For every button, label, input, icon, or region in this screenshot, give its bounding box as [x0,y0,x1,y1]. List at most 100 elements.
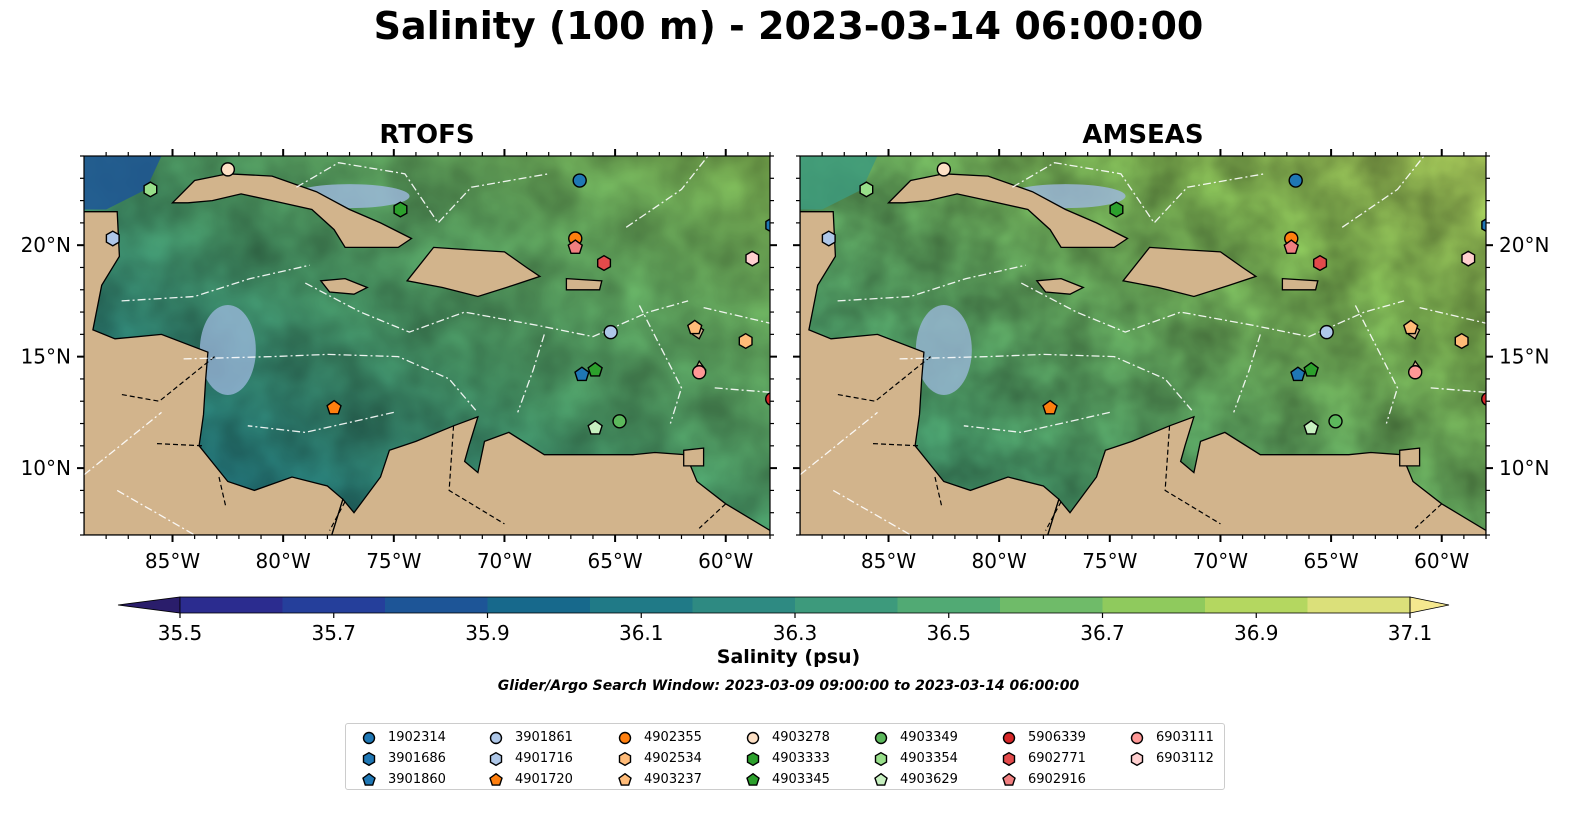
map-panel-rtofs: 85°W 80°W 75°W 70°W 65°W 60°W 20°N 15°N 10°N [21,149,777,573]
legend-item: 3901686 [358,748,446,769]
legend-marker [746,751,760,766]
float-marker-4903354 [143,181,158,198]
float-marker-6902916 [1283,239,1300,255]
land-mass [565,277,603,291]
land-mass [1399,447,1421,467]
x-tick-label: 75°W [1082,549,1137,573]
x-tick-label: 85°W [145,549,200,573]
hexagon-marker-icon [618,751,632,766]
legend-item: 4903237 [614,769,702,790]
legend-label: 4901720 [515,772,573,787]
legend-column: 4902355 4902534 4903237 [614,727,702,790]
circle-marker-icon [618,731,632,744]
float-marker-4901720 [1042,399,1058,415]
hexagon-marker-icon [489,751,503,766]
eez-boundary [837,264,1026,302]
colorbar-tick-label: 36.1 [619,621,664,645]
legend-marker [618,731,632,744]
legend-label: 4903237 [644,772,702,787]
pentagon-marker-icon [874,772,888,786]
float-marker-6902771 [1312,254,1328,272]
x-tick-label: 75°W [366,549,421,573]
legend-marker [618,772,632,786]
panel-title-rtofs: RTOFS [379,120,475,150]
circle-marker-icon [874,731,888,744]
legend-label: 4901716 [515,751,573,766]
y-tick-label: 15°N [21,345,71,369]
x-tick-label: 60°W [1414,549,1469,573]
legend-column: 3901861 4901716 4901720 [485,727,573,790]
legend-column: 6903111 6903112 [1126,727,1214,769]
legend-item: 4903349 [870,727,958,748]
legend-marker [874,751,888,766]
eez-boundary [116,489,195,535]
colorbar-segment [282,597,386,613]
map-panel-amseas: 85°W 80°W 75°W 70°W 65°W 60°W 20°N 15°N 10°N [793,149,1549,573]
float-marker-6902916 [567,239,584,255]
land-mass [1121,246,1258,298]
legend-label: 4903629 [900,772,958,787]
pentagon-marker-icon [1002,772,1016,786]
land-mass [405,246,542,298]
float-marker-4903629 [1303,419,1319,435]
legend-label: 4903278 [772,730,830,745]
legend-label: 5906339 [1028,730,1086,745]
colorbar-tick-label: 36.9 [1234,621,1279,645]
land-mass [1035,277,1085,295]
float-marker-3901861 [1319,324,1334,340]
land-mass [1281,277,1319,291]
legend-item: 6903111 [1126,727,1214,748]
legend-label: 6902916 [1028,772,1086,787]
float-marker-4901716 [105,230,120,247]
colorbar-segment [1307,597,1411,613]
float-marker-6903111 [1407,365,1423,380]
eez-boundary [625,156,709,228]
hexagon-marker-icon [362,751,376,766]
x-tick-label: 70°W [477,549,532,573]
float-marker-4903354 [859,181,874,198]
float-marker-4903333 [393,201,408,218]
y-tick-label: 10°N [21,456,71,480]
colorbar-tick-label: 35.5 [158,621,203,645]
legend-marker [1130,751,1144,766]
legend-label: 3901861 [515,730,573,745]
eez-boundary [703,306,770,324]
eez-boundary [638,305,683,424]
legend-marker [489,731,503,744]
colorbar-tick-label: 36.7 [1080,621,1125,645]
eez-boundary [1020,282,1405,338]
colorbar-tick-label: 35.9 [465,621,510,645]
float-marker-6903112 [1461,250,1476,267]
colorbar-segment [1102,597,1206,613]
figure-title: Salinity (100 m) - 2023-03-14 06:00:00 [373,4,1204,48]
colorbar: 35.5 35.7 35.9 36.1 36.3 36.5 36.7 36.9 37.1 [117,596,1450,645]
legend-item: 6902916 [998,769,1086,790]
legend-label: 3901686 [388,751,446,766]
eez-boundary [714,387,770,393]
land-mass [800,211,1060,535]
land-mass [683,447,705,467]
legend-item: 6903112 [1126,748,1214,769]
legend-label: 4903333 [772,751,830,766]
eez-boundary [247,411,394,434]
legend-marker [1130,731,1144,744]
legend-item: 3901861 [485,727,573,748]
map-panels: 85°W 80°W 75°W 70°W 65°W 60°W20°N15°N10°N 85°W… [21,149,1549,573]
legend-marker [1002,731,1016,744]
circle-marker-icon [1002,731,1016,744]
legend-item: 4903345 [742,769,830,790]
circle-marker-icon [362,731,376,744]
y-tick-label: 15°N [1499,345,1549,369]
float-marker-4903629 [587,419,603,435]
legend-label: 6903112 [1156,751,1214,766]
circle-marker-icon [746,731,760,744]
legend-label: 6903111 [1156,730,1214,745]
eez-boundary [899,353,1193,411]
eez-boundary [1341,156,1425,228]
land-mass [1047,415,1486,535]
pentagon-marker-icon [489,772,503,786]
legend-label: 4903349 [900,730,958,745]
map-frame [83,155,771,536]
float-marker-5906339 [765,392,770,406]
hexagon-marker-icon [874,751,888,766]
